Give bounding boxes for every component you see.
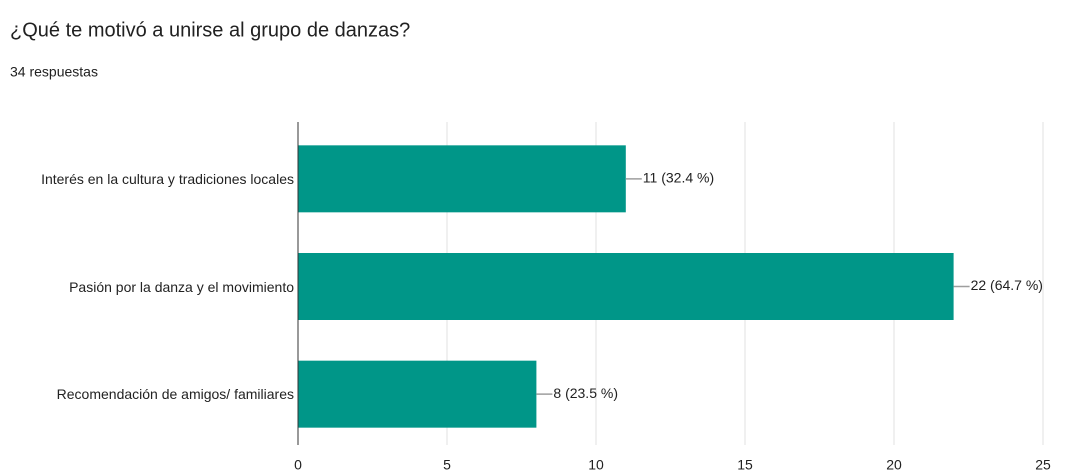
x-tick-label: 20	[886, 457, 902, 473]
x-tick-label: 25	[1035, 457, 1051, 473]
value-label: 22 (64.7 %)	[971, 277, 1043, 293]
value-label: 11 (32.4 %)	[643, 170, 714, 186]
category-label: Interés en la cultura y tradiciones loca…	[41, 170, 294, 187]
bar	[298, 145, 626, 213]
x-tick-label: 5	[443, 457, 451, 473]
bar	[298, 253, 954, 320]
x-tick-label: 15	[737, 457, 753, 473]
bar	[298, 360, 537, 428]
x-tick-label: 10	[588, 457, 604, 473]
x-tick-label: 0	[294, 457, 302, 473]
chart-title: ¿Qué te motivó a unirse al grupo de danz…	[10, 19, 410, 41]
category-label: Pasión por la danza y el movimiento	[69, 278, 294, 295]
value-label: 8 (23.5 %)	[553, 385, 618, 401]
category-label: Recomendación de amigos/ familiares	[56, 386, 294, 403]
response-count: 34 respuestas	[10, 64, 98, 80]
